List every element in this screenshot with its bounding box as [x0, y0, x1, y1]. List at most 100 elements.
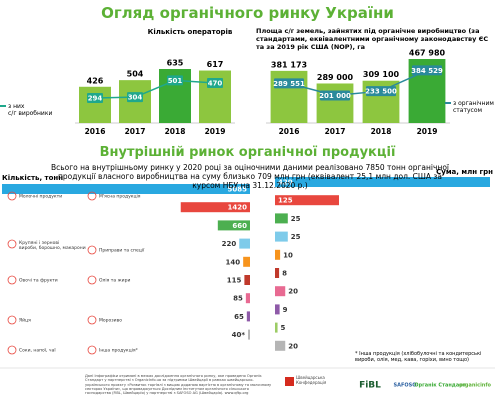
product-icon — [87, 345, 97, 355]
data-label: 5 — [281, 324, 286, 332]
data-label: 381 173 — [271, 60, 307, 69]
data-label: 20 — [288, 288, 298, 296]
data-label: 420 — [278, 179, 293, 187]
bar — [180, 202, 250, 213]
product-label: Морозиво — [99, 318, 122, 324]
x-tick-label: 2017 — [325, 127, 346, 136]
product-icon — [7, 315, 17, 325]
product-label: Олія та жири — [99, 278, 130, 284]
point — [207, 78, 223, 89]
bar — [244, 275, 250, 285]
bar — [316, 83, 354, 123]
swiss-flag — [285, 377, 294, 386]
bar — [275, 286, 286, 297]
bar — [275, 340, 286, 351]
bar — [275, 177, 490, 187]
product-icon — [7, 191, 17, 201]
product-label: М'ясна продукція — [99, 194, 141, 200]
product-label: Соки, напої, чаї — [19, 348, 56, 354]
data-label: 660 — [232, 222, 247, 230]
point — [320, 90, 350, 101]
product-icon — [87, 275, 97, 285]
chart-title: Площа с/г земель, зайнятих під органічне… — [256, 27, 489, 51]
data-label: 85 — [233, 295, 243, 303]
data-label: 635 — [167, 59, 184, 68]
product-label: Приправи та спеції — [99, 248, 145, 254]
data-label: 40* — [232, 331, 246, 339]
bar — [275, 304, 280, 315]
data-label: 294 — [88, 94, 103, 102]
chart-title: Кількість операторів — [147, 28, 233, 36]
data-label: 467 980 — [409, 49, 446, 58]
chart-title: Сума, млн грн — [436, 168, 493, 176]
x-tick-label: 2016 — [279, 127, 300, 136]
title: Огляд органічного ринку України — [101, 4, 394, 22]
data-label: 309 100 — [363, 70, 400, 79]
product-icon — [87, 315, 97, 325]
product-icon — [7, 345, 17, 355]
bar — [79, 86, 111, 123]
bar — [243, 256, 250, 267]
data-label: 426 — [87, 76, 104, 85]
data-label: 384 529 — [411, 67, 443, 75]
data-label: 201 000 — [319, 92, 351, 100]
line — [94, 79, 216, 99]
bar — [275, 213, 288, 224]
bar — [2, 184, 250, 194]
point — [127, 92, 143, 103]
line — [288, 69, 428, 97]
legend-label: з органічним статусом — [453, 100, 494, 114]
data-label: 1420 — [228, 204, 248, 212]
data-label: 25 — [291, 233, 301, 241]
data-label: 504 — [127, 70, 144, 79]
x-tick-label: 2018 — [371, 127, 392, 136]
section-title: Внутрішній ринок органічної продукції — [99, 145, 396, 160]
data-label: 501 — [168, 77, 183, 85]
data-label: 65 — [234, 313, 244, 321]
footnote: * Інша продукція (хлібобулочні та кондит… — [355, 351, 482, 363]
product-label: Молочні продукти — [19, 194, 62, 200]
logo: Органік Стандарт — [414, 383, 466, 389]
data-label: 115 — [227, 277, 242, 285]
x-tick-label: 2016 — [85, 127, 106, 136]
logo: organicinfo — [459, 383, 492, 389]
bar — [245, 293, 250, 304]
data-label: 140 — [226, 258, 241, 266]
data-label: 289 551 — [273, 80, 305, 88]
x-tick-label: 2019 — [205, 127, 226, 136]
product-label: Інша продукція* — [99, 348, 139, 354]
x-tick-label: 2019 — [417, 127, 438, 136]
section-text: Всього на внутрішньому ринку у 2020 році… — [50, 163, 450, 190]
bar — [239, 238, 250, 249]
data-label: 304 — [128, 94, 143, 102]
data-label: 8 — [282, 270, 287, 278]
product-icon — [87, 191, 97, 201]
product-label: Яйця — [19, 317, 31, 324]
data-label: 20 — [288, 342, 298, 350]
data-label: 5085 — [228, 186, 248, 194]
data-label: 9 — [283, 306, 288, 314]
data-label: 220 — [222, 240, 237, 248]
bar — [248, 329, 250, 340]
bar — [275, 195, 339, 206]
product-icon — [7, 239, 17, 249]
swiss-label: Швейцарська Конфедерація — [296, 375, 327, 385]
product-label: Крупяні і зернові вироби, борошно, макаро… — [19, 240, 86, 251]
point — [167, 75, 183, 86]
x-tick-label: 2017 — [125, 127, 146, 136]
chart-title: Кількість, тонн — [2, 174, 63, 182]
data-label: 125 — [278, 197, 293, 205]
logo: SAFOSO — [394, 383, 417, 389]
bar — [275, 231, 288, 242]
data-label: 470 — [208, 80, 223, 88]
data-label: 25 — [291, 215, 301, 223]
legend-label: з них с/г виробники — [8, 103, 52, 117]
data-label: 617 — [207, 60, 224, 69]
data-label: 289 000 — [317, 73, 354, 82]
bar — [275, 322, 278, 333]
product-icon — [87, 245, 97, 255]
point — [366, 86, 396, 97]
data-label: 10 — [283, 251, 293, 259]
